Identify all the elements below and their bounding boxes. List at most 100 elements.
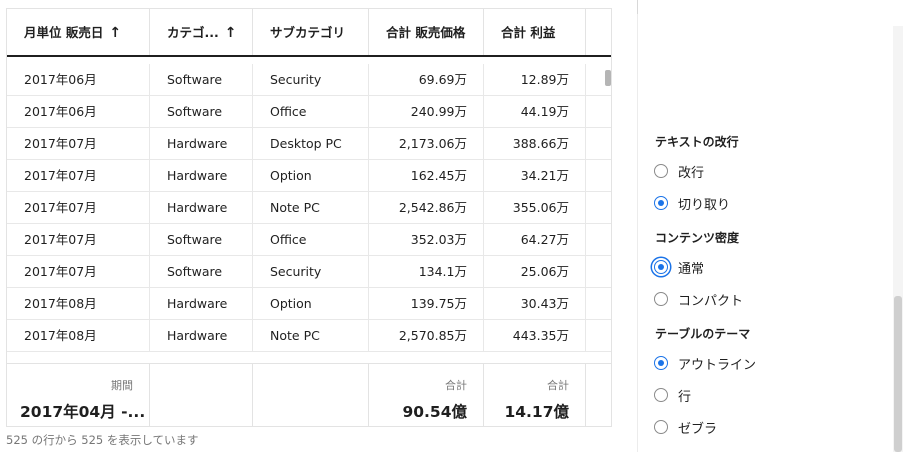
section-title: テーブルのテーマ — [655, 327, 751, 341]
column-header-month[interactable]: 月単位 販売日 ↑ — [7, 9, 150, 55]
panel-divider — [637, 0, 638, 452]
sales-total-label: 合計 — [445, 379, 467, 392]
radio-label: アウトライン — [678, 357, 757, 373]
radio-option[interactable]: 改行 — [654, 161, 704, 181]
profit-total-label: 合計 — [547, 379, 569, 392]
cell-total-profit: 12.89万 — [484, 64, 586, 96]
profit-total-value: 14.17億 — [504, 403, 569, 421]
cell-month: 2017年07月 — [7, 128, 150, 160]
table-row[interactable]: 2017年07月 Software Office 352.03万 64.27万 — [7, 224, 611, 256]
cell-subcategory: Option — [253, 288, 369, 320]
panel-scrollbar-thumb[interactable] — [894, 296, 902, 452]
radio-unchecked-icon[interactable] — [654, 388, 668, 402]
sales-total-value: 90.54億 — [402, 403, 467, 421]
radio-option[interactable]: ゼブラ — [654, 417, 717, 437]
cell-total-sales: 139.75万 — [369, 288, 484, 320]
cell-subcategory: Option — [253, 160, 369, 192]
section-title: テキストの改行 — [655, 135, 739, 149]
radio-checked-icon[interactable] — [654, 260, 668, 274]
table-row[interactable]: 2017年07月 Hardware Desktop PC 2,173.06万 388.6… — [7, 128, 611, 160]
cell-total-sales: 134.1万 — [369, 256, 484, 288]
sort-ascending-icon: ↑ — [224, 25, 237, 41]
radio-label: コンパクト — [678, 293, 744, 309]
section-title: コンテンツ密度 — [655, 231, 740, 245]
radio-unchecked-icon[interactable] — [654, 292, 668, 306]
panel-scrollbar[interactable] — [893, 26, 903, 452]
cell-month: 2017年07月 — [7, 256, 150, 288]
cell-month: 2017年06月 — [7, 96, 150, 128]
cell-total-profit: 443.35万 — [484, 320, 586, 352]
period-value: 2017年04月 -... — [20, 403, 146, 421]
cell-total-sales: 2,173.06万 — [369, 128, 484, 160]
cell-total-profit: 388.66万 — [484, 128, 586, 160]
cell-subcategory: Note PC — [253, 320, 369, 352]
table-row[interactable]: 2017年08月 Hardware Option 139.75万 30.43万 — [7, 288, 611, 320]
panel-divider-top — [637, 0, 638, 14]
radio-option[interactable]: 切り取り — [654, 193, 730, 213]
cell-month: 2017年06月 — [7, 64, 150, 96]
radio-unchecked-icon[interactable] — [654, 164, 668, 178]
table-row[interactable]: 2017年07月 Hardware Option 162.45万 34.21万 — [7, 160, 611, 192]
radio-unchecked-icon[interactable] — [654, 420, 668, 434]
cell-total-profit: 25.06万 — [484, 256, 586, 288]
data-table: 月単位 販売日 ↑ カテゴ... ↑ サブカテゴリ 合計 販売価格 合計 利益 20… — [6, 8, 612, 427]
cell-subcategory: Security — [253, 256, 369, 288]
cell-total-profit: 355.06万 — [484, 192, 586, 224]
cell-month: 2017年07月 — [7, 192, 150, 224]
cell-category: Hardware — [150, 288, 253, 320]
cell-total-sales: 2,570.85万 — [369, 320, 484, 352]
radio-option[interactable]: 行 — [654, 385, 691, 405]
cell-total-sales: 2,542.86万 — [369, 192, 484, 224]
radio-label: 切り取り — [678, 197, 731, 213]
cell-category: Hardware — [150, 192, 253, 224]
cell-month: 2017年07月 — [7, 224, 150, 256]
cell-category: Software — [150, 64, 253, 96]
radio-label: 行 — [678, 389, 692, 405]
cell-month: 2017年08月 — [7, 320, 150, 352]
column-header-total-profit[interactable]: 合計 利益 — [484, 9, 586, 55]
cell-category: Hardware — [150, 320, 253, 352]
cell-category: Software — [150, 224, 253, 256]
radio-label: 改行 — [678, 165, 705, 181]
radio-option[interactable]: 通常 — [654, 257, 704, 277]
table-scrollbar-thumb[interactable] — [605, 70, 611, 86]
cell-total-sales: 69.69万 — [369, 64, 484, 96]
radio-label: ゼブラ — [678, 421, 718, 437]
table-row[interactable]: 2017年06月 Software Office 240.99万 44.19万 — [7, 96, 611, 128]
table-header: 月単位 販売日 ↑ カテゴ... ↑ サブカテゴリ 合計 販売価格 合計 利益 — [7, 9, 611, 57]
column-header-category[interactable]: カテゴ... ↑ — [150, 9, 253, 55]
cell-subcategory: Desktop PC — [253, 128, 369, 160]
radio-checked-icon[interactable] — [654, 196, 668, 210]
table-footer: 期間 2017年04月 -... 合計 90.54億 合計 14.17億 — [7, 363, 611, 426]
cell-total-sales: 352.03万 — [369, 224, 484, 256]
cell-total-profit: 30.43万 — [484, 288, 586, 320]
table-row[interactable]: 2017年08月 Hardware Note PC 2,570.85万 443.35万 — [7, 320, 611, 352]
cell-total-profit: 64.27万 — [484, 224, 586, 256]
cell-total-profit: 44.19万 — [484, 96, 586, 128]
row-count-status: 525 の行から 525 を表示しています — [6, 433, 199, 447]
radio-checked-icon[interactable] — [654, 356, 668, 370]
cell-category: Hardware — [150, 128, 253, 160]
table-row[interactable]: 2017年06月 Software Security 69.69万 12.89万 — [7, 64, 611, 96]
column-header-subcategory[interactable]: サブカテゴリ — [253, 9, 369, 55]
cell-subcategory: Security — [253, 64, 369, 96]
sort-ascending-icon: ↑ — [109, 25, 122, 41]
table-scrollbar[interactable] — [604, 64, 611, 360]
cell-month: 2017年08月 — [7, 288, 150, 320]
cell-total-sales: 162.45万 — [369, 160, 484, 192]
period-label: 期間 — [111, 379, 133, 392]
cell-total-profit: 34.21万 — [484, 160, 586, 192]
table-row[interactable]: 2017年07月 Hardware Note PC 2,542.86万 355.06万 — [7, 192, 611, 224]
cell-category: Software — [150, 96, 253, 128]
radio-option[interactable]: アウトライン — [654, 353, 756, 373]
cell-subcategory: Office — [253, 96, 369, 128]
column-header-total-sales[interactable]: 合計 販売価格 — [369, 9, 484, 55]
cell-total-sales: 240.99万 — [369, 96, 484, 128]
cell-subcategory: Note PC — [253, 192, 369, 224]
cell-category: Hardware — [150, 160, 253, 192]
radio-option[interactable]: コンパクト — [654, 289, 743, 309]
cell-month: 2017年07月 — [7, 160, 150, 192]
table-body[interactable]: 2017年06月 Software Security 69.69万 12.89万 2017… — [7, 64, 611, 360]
cell-category: Software — [150, 256, 253, 288]
table-row[interactable]: 2017年07月 Software Security 134.1万 25.06万 — [7, 256, 611, 288]
